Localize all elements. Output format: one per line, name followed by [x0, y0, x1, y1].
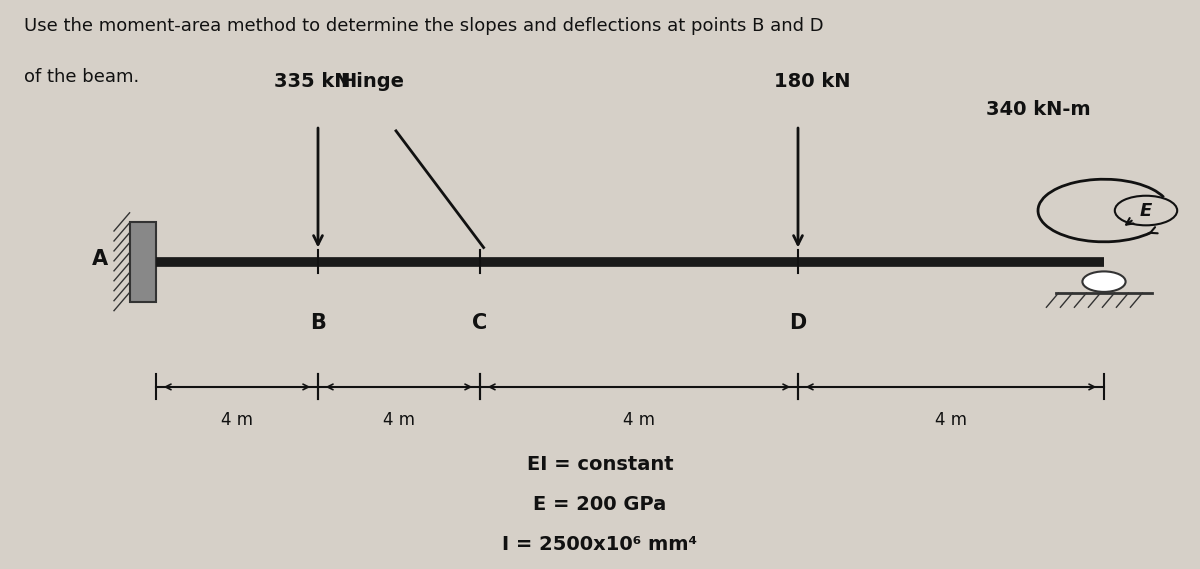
Text: 4 m: 4 m — [221, 411, 253, 429]
Text: D: D — [790, 313, 806, 333]
Text: 4 m: 4 m — [623, 411, 655, 429]
Text: of the beam.: of the beam. — [24, 68, 139, 86]
Text: Hinge: Hinge — [340, 72, 404, 91]
Text: 4 m: 4 m — [935, 411, 967, 429]
Text: B: B — [310, 313, 326, 333]
Circle shape — [1082, 271, 1126, 292]
Text: E = 200 GPa: E = 200 GPa — [533, 495, 667, 514]
Text: E: E — [1140, 201, 1152, 220]
Text: 335 kN: 335 kN — [274, 72, 350, 91]
Text: C: C — [473, 313, 487, 333]
Text: 340 kN-m: 340 kN-m — [985, 101, 1091, 119]
Text: Use the moment-area method to determine the slopes and deflections at points B a: Use the moment-area method to determine … — [24, 17, 823, 35]
Text: A: A — [92, 249, 108, 269]
Text: 180 kN: 180 kN — [774, 72, 851, 91]
Text: EI = constant: EI = constant — [527, 455, 673, 474]
Text: I = 2500x10⁶ mm⁴: I = 2500x10⁶ mm⁴ — [503, 535, 697, 554]
Text: 4 m: 4 m — [383, 411, 415, 429]
Bar — [130, 222, 156, 302]
